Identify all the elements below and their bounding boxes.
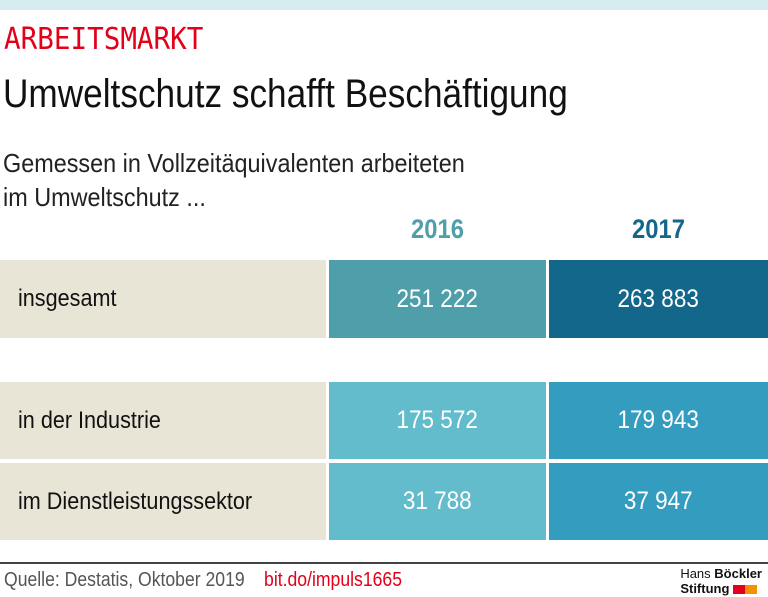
source-line: Quelle: Destatis, Oktober 2019 bit.do/imp… [4, 569, 402, 592]
row-label-text: insgesamt [18, 285, 117, 312]
page-title: Umweltschutz schafft Beschäftigung [3, 72, 568, 116]
table-cell: 179 943 [549, 382, 768, 459]
logo-square-orange [745, 585, 758, 595]
cell-value: 179 943 [617, 406, 700, 434]
table-cell: 37 947 [549, 463, 768, 540]
subtitle: Gemessen in Vollzeitäquivalenten arbeite… [3, 146, 465, 214]
table-cell: 31 788 [329, 463, 546, 540]
logo-text: Böckler [714, 566, 762, 581]
logo-text: Stiftung [680, 581, 730, 596]
row-label: insgesamt [0, 260, 326, 338]
source-text: Quelle: Destatis, Oktober 2019 [4, 569, 245, 591]
kicker: ARBEITSMARKT [4, 22, 204, 57]
row-label-text: in der Industrie [18, 406, 161, 434]
row-label: im Dienstleistungssektor [0, 463, 326, 540]
logo-text: Hans [680, 566, 711, 581]
cell-value: 263 883 [617, 284, 700, 313]
hans-boeckler-logo: Hans Böckler Stiftung [680, 566, 762, 596]
footer-divider [0, 562, 768, 564]
row-label: in der Industrie [0, 382, 326, 459]
column-header-2017: 2017 [632, 214, 685, 244]
cell-value: 175 572 [396, 406, 479, 434]
table-cell: 175 572 [329, 382, 546, 459]
source-link[interactable]: bit.do/impuls1665 [264, 569, 402, 591]
subtitle-line: im Umweltschutz ... [3, 182, 206, 212]
cell-value: 31 788 [403, 487, 472, 515]
top-band [0, 0, 768, 10]
table-cell: 263 883 [549, 260, 768, 338]
cell-value: 37 947 [624, 487, 693, 515]
table-cell: 251 222 [329, 260, 546, 338]
column-header-2016: 2016 [411, 214, 464, 244]
subtitle-line: Gemessen in Vollzeitäquivalenten arbeite… [3, 148, 465, 178]
row-label-text: im Dienstleistungssektor [18, 487, 253, 515]
cell-value: 251 222 [396, 284, 479, 313]
logo-square-red [733, 585, 746, 595]
